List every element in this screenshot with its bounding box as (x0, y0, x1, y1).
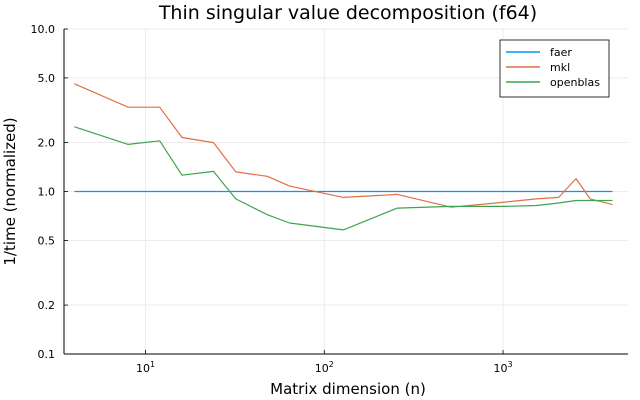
tick-labels: 0.1 0.2 0.5 1.0 2.0 5.0 10.0 101 102 103 (31, 23, 513, 375)
legend-box (499, 39, 610, 98)
legend-label-mkl: mkl (550, 61, 570, 74)
x-tick-label: 102 (315, 360, 334, 375)
y-axis-label: 1/time (normalized) (1, 117, 19, 265)
y-tick-label: 5.0 (38, 72, 56, 85)
y-tick-label: 1.0 (38, 186, 56, 199)
series-line-mkl (74, 83, 613, 208)
legend-label-faer: faer (550, 46, 572, 59)
y-tick-label: 0.2 (38, 299, 56, 312)
x-axis-label: Matrix dimension (n) (270, 380, 426, 398)
x-tick-label: 103 (493, 360, 512, 375)
axes (63, 28, 628, 355)
series-line-openblas (74, 126, 613, 231)
y-tick-label: 0.5 (38, 234, 56, 247)
y-tick-label: 10.0 (31, 23, 56, 36)
x-tick-label: 101 (136, 360, 155, 375)
y-tick-label: 0.1 (38, 348, 56, 361)
series-lines (74, 83, 613, 231)
chart-title: Thin singular value decomposition (f64) (158, 2, 537, 24)
y-tick-label: 2.0 (38, 137, 56, 150)
legend-label-openblas: openblas (550, 76, 600, 89)
legend: faer mkl openblas (499, 39, 610, 98)
